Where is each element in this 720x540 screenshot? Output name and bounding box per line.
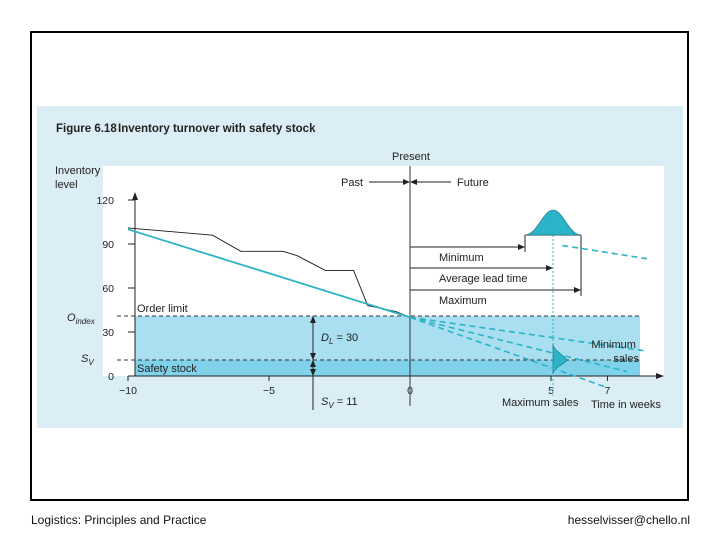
future-label: Future (457, 177, 489, 189)
series-trend-line (127, 228, 411, 319)
y-tick-label: 60 (102, 283, 114, 295)
minimum-sales-line1: Minimum (591, 339, 636, 351)
lead-time-avg-label: Average lead time (439, 273, 527, 285)
future-arrowhead (410, 179, 417, 185)
y-ticks: 120 90 60 30 0 (96, 195, 135, 383)
dl-subscript: L (329, 337, 333, 346)
present-label: Present (392, 151, 430, 163)
order-limit-symbol: Oindex (67, 312, 96, 326)
sv-arrow-top (310, 360, 316, 367)
series-forecast-maximum-sales (409, 316, 608, 389)
safety-stock-symbol-letter: S (81, 353, 89, 365)
lead-time-max-label: Maximum (439, 295, 487, 307)
y-axis-label-line1: Inventory (55, 165, 101, 177)
order-limit-symbol-letter: O (67, 312, 76, 324)
order-limit-label: Order limit (137, 303, 188, 315)
sales-distribution (552, 343, 568, 375)
series-layer (127, 227, 648, 389)
y-tick-label: 30 (102, 327, 114, 339)
sv-value: = 11 (334, 396, 358, 408)
footer-email: hesselvisser@chello.nl (567, 513, 690, 527)
safety-stock-band (135, 360, 640, 376)
lead-time-max-arrowhead (574, 287, 581, 293)
maximum-sales-label: Maximum sales (502, 397, 579, 409)
safety-stock-subscript: V (88, 358, 94, 367)
lead-time-avg-arrowhead (546, 265, 553, 271)
y-tick-label: 120 (96, 195, 114, 207)
past-arrowhead (403, 179, 410, 185)
x-tick-label: −10 (119, 385, 137, 397)
sv-symbol: S (321, 396, 329, 408)
slide-frame (30, 31, 689, 501)
safety-stock-symbol: SV (81, 353, 94, 367)
dl-symbol: D (321, 332, 329, 344)
y-tick-label: 0 (108, 371, 114, 383)
sv-subscript: V (328, 401, 334, 410)
past-label: Past (341, 177, 363, 189)
dl-label: DL = 30 (321, 332, 358, 346)
y-axis-label: Inventory level (55, 165, 103, 191)
footer-source: Logistics: Principles and Practice (31, 513, 207, 527)
y-axis-arrow (132, 192, 138, 200)
safety-stock-label: Safety stock (137, 363, 197, 375)
minimum-sales-label: Minimum sales (591, 339, 639, 365)
x-axis-arrow (656, 373, 664, 379)
lead-time-min-label: Minimum (439, 252, 484, 264)
lead-time-min-arrowhead (518, 244, 525, 250)
series-forecast-average-sales (409, 316, 628, 373)
figure-number: Figure 6.18 (56, 123, 117, 135)
sv-arrow-mid (310, 369, 316, 376)
x-tick-label: 7 (604, 385, 610, 397)
x-axis-label: Time in weeks (591, 399, 661, 411)
x-tick-label: 5 (548, 385, 554, 397)
y-axis-label-line2: level (55, 179, 78, 191)
series-upper-projection (562, 244, 648, 260)
dl-arrow-bottom (310, 353, 316, 360)
order-limit-subscript: index (76, 317, 96, 326)
lead-time-distribution (524, 209, 582, 236)
sv-label: SV = 11 (321, 396, 358, 410)
x-tick-label: −5 (263, 385, 275, 397)
chart-title: Inventory turnover with safety stock (118, 123, 316, 135)
dl-value: = 30 (333, 332, 358, 344)
inventory-chart: Figure 6.18 Inventory turnover with safe… (37, 106, 683, 428)
dl-arrow-top (310, 316, 316, 323)
minimum-sales-line2: sales (613, 353, 639, 365)
figure-panel: Figure 6.18 Inventory turnover with safe… (37, 106, 683, 428)
order-limit-band (135, 316, 640, 360)
y-tick-label: 90 (102, 239, 114, 251)
